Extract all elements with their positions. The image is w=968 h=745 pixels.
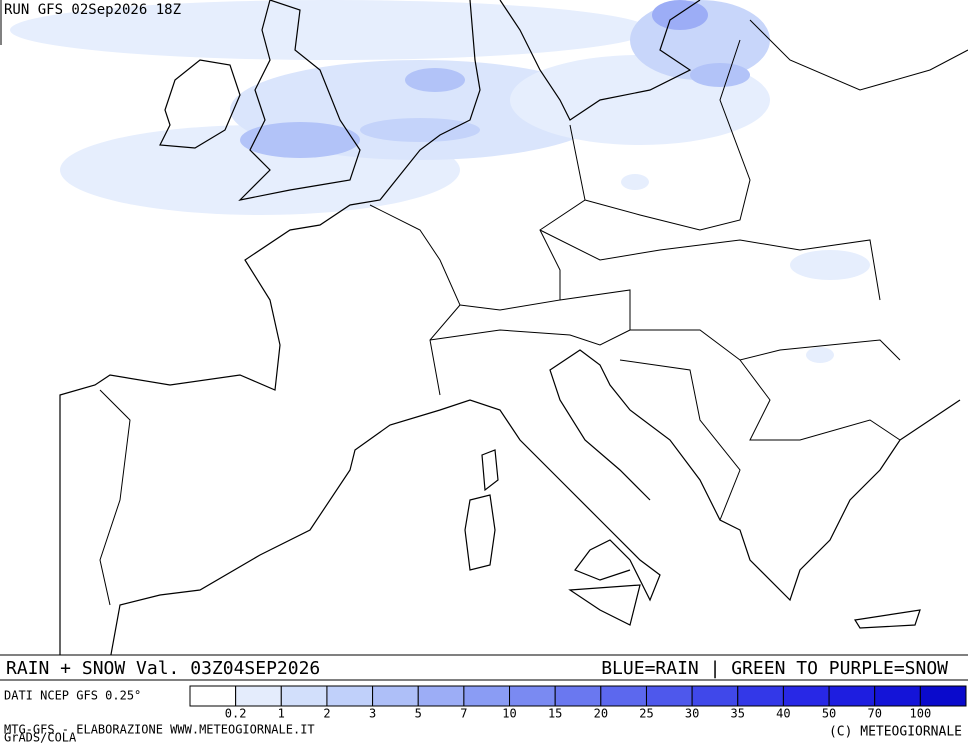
run-label: RUN GFS 02Sep2026 18Z: [4, 2, 181, 18]
colorbar-label: 1: [278, 707, 285, 721]
colorbar-box: [919, 685, 967, 707]
copyright: (C) METEOGIORNALE: [829, 725, 962, 740]
colorbar-label: 0.2: [225, 707, 247, 721]
colorbar-label: 40: [776, 707, 790, 721]
border: [584, 39, 751, 231]
rain-area: [240, 122, 360, 158]
rain-area: [360, 118, 480, 142]
colorbar-box: [509, 685, 556, 707]
border: [369, 204, 461, 396]
atlantic-coast: [59, 0, 481, 660]
colorbar-box: [600, 685, 647, 707]
colorbar-box: [372, 685, 419, 707]
rain-area: [652, 0, 708, 30]
crete: [854, 609, 921, 629]
border: [739, 359, 901, 441]
colorbar-label: 70: [867, 707, 881, 721]
colorbar-box: [645, 685, 693, 707]
map-title: RAIN + SNOW Val. 03Z04SEP2026: [6, 658, 320, 679]
baltic-coast: [499, 0, 701, 121]
rain-area: [621, 174, 649, 190]
rain-area: [790, 250, 870, 280]
colorbar-label: 7: [460, 707, 467, 721]
colorbar-box: [417, 685, 465, 707]
color-key: BLUE=RAIN | GREEN TO PURPLE=SNOW: [601, 658, 948, 679]
rain-area: [806, 347, 834, 363]
colorbar-label: 2: [323, 707, 330, 721]
border: [539, 229, 881, 301]
precipitation: [10, 0, 870, 363]
colorbar-box: [874, 685, 921, 707]
rain-area: [690, 63, 750, 87]
mediterranean-coast: [109, 399, 661, 661]
colorbar-box: [782, 685, 830, 707]
coastlines: [59, 0, 961, 661]
sicily: [568, 584, 641, 626]
colorbar-box: [189, 685, 237, 707]
grads-credit: GrADS/COLA: [4, 731, 77, 745]
colorbar-label: 100: [910, 707, 932, 721]
great-britain: [238, 0, 361, 201]
rain-area: [10, 0, 650, 60]
colorbar-box: [737, 685, 784, 707]
colorbar-label: 15: [548, 707, 562, 721]
border: [619, 359, 741, 521]
borders: [99, 19, 968, 606]
colorbar-box: [463, 685, 511, 707]
colorbar-label: 20: [594, 707, 608, 721]
colorbar-box: [326, 685, 374, 707]
colorbar: 0.2 1 2 3 5 7 10 15 20 25 30 35 40 50 70 100: [189, 685, 967, 721]
rain-area: [405, 68, 465, 92]
ireland: [159, 59, 241, 149]
colorbar-box: [235, 685, 282, 707]
border: [749, 19, 968, 91]
corsica: [481, 449, 499, 492]
colorbar-label: 30: [685, 707, 699, 721]
colorbar-label: 5: [415, 707, 422, 721]
colorbar-label: 35: [731, 707, 745, 721]
colorbar-label: 50: [822, 707, 836, 721]
colorbar-box: [828, 685, 876, 707]
colorbar-box: [691, 685, 739, 707]
sardinia: [464, 494, 496, 571]
border: [559, 289, 901, 361]
colorbar-label: 3: [369, 707, 376, 721]
adriatic-aegean-coast: [549, 349, 961, 602]
colorbar-label: 10: [502, 707, 516, 721]
border: [99, 389, 131, 606]
colorbar-box: [280, 685, 328, 707]
colorbar-box: [554, 685, 602, 707]
model-credit: MTG-GFS - ELABORAZIONE WWW.METEOGIORNALE…: [4, 723, 315, 737]
data-source: DATI NCEP GFS 0.25°: [4, 689, 141, 703]
border: [429, 329, 631, 346]
colorbar-label: 25: [639, 707, 653, 721]
